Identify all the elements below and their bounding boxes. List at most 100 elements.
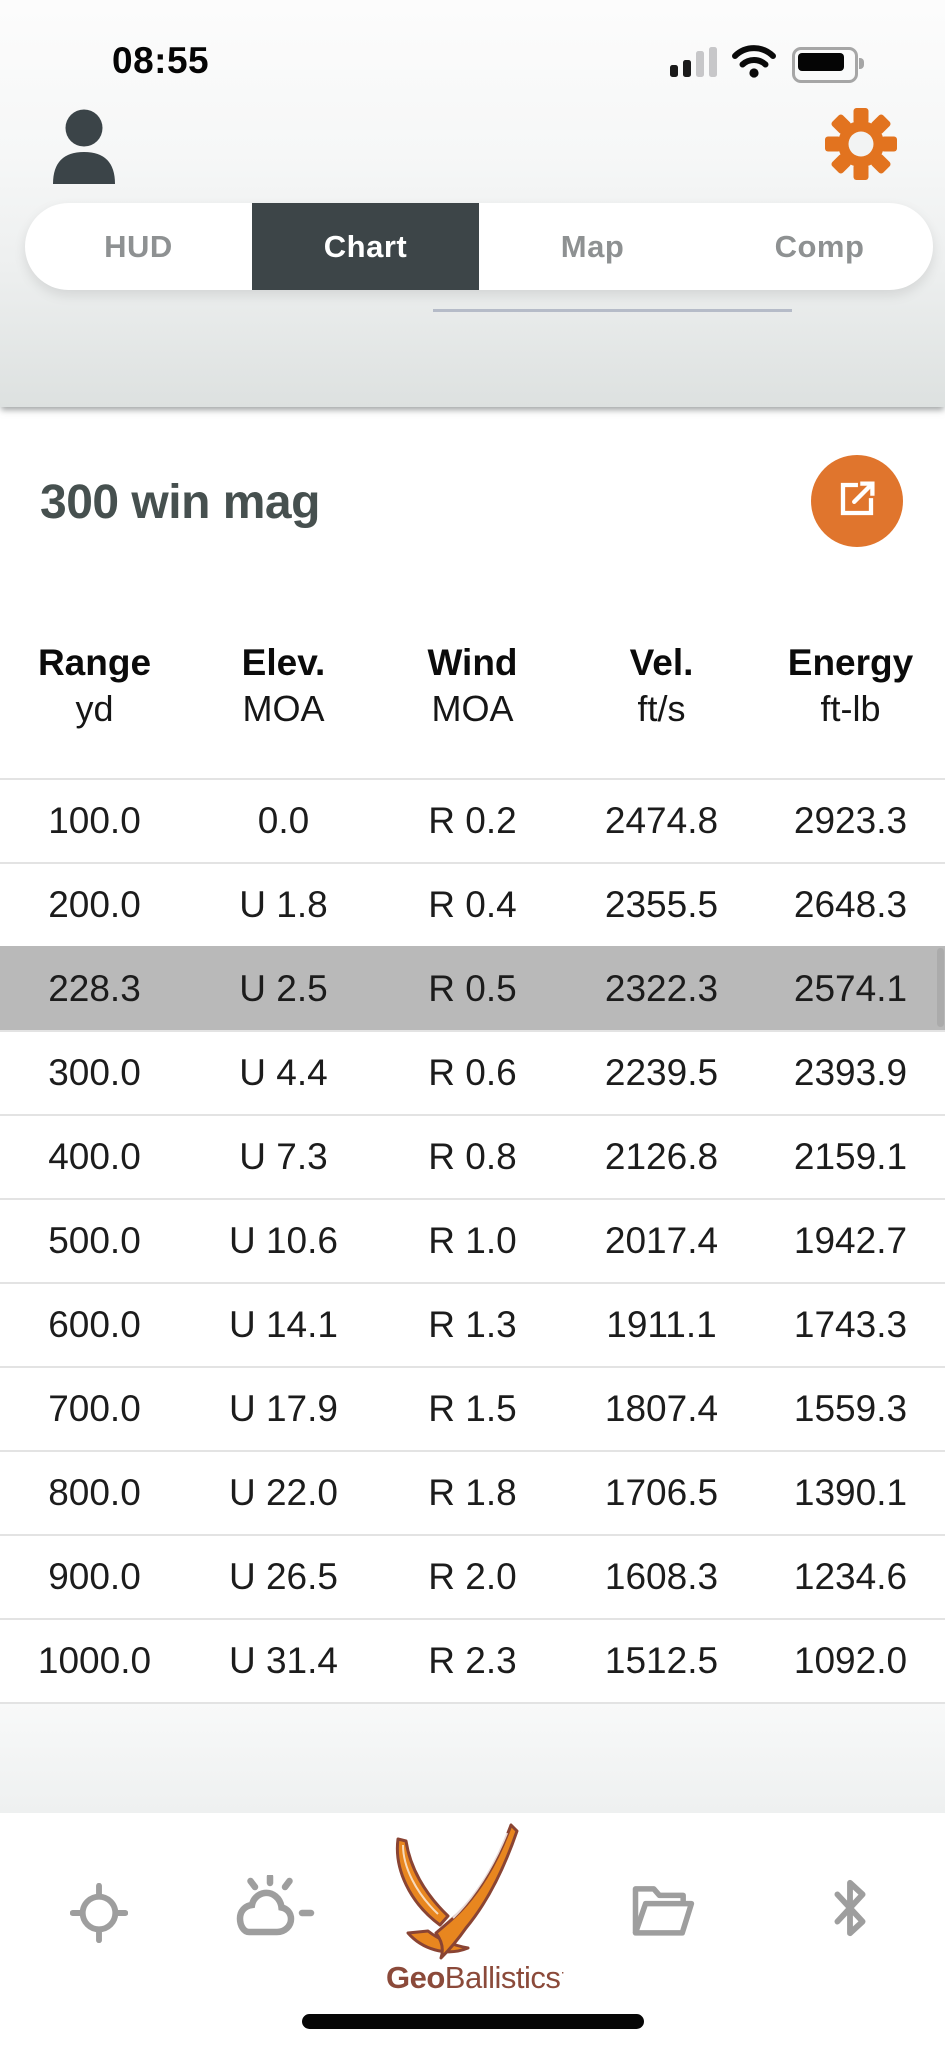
- table-row[interactable]: 300.0 U 4.4 R 0.6 2239.5 2393.9: [0, 1030, 945, 1114]
- sheet-drag-handle[interactable]: [433, 309, 792, 312]
- table-row[interactable]: 700.0 U 17.9 R 1.5 1807.4 1559.3: [0, 1366, 945, 1450]
- gps-button[interactable]: [69, 1882, 129, 1948]
- table-row[interactable]: 100.0 0.0 R 0.2 2474.8 2923.3: [0, 778, 945, 862]
- range-cell: 500.0: [48, 1220, 141, 1261]
- table-row[interactable]: 1000.0 U 31.4 R 2.3 1512.5 1092.0: [0, 1618, 945, 1702]
- wind-cell: R 0.6: [428, 1052, 517, 1093]
- view-tab-bar: HUD Chart Map Comp: [25, 203, 933, 290]
- elev-cell: U 1.8: [239, 884, 328, 925]
- energy-cell: 1390.1: [793, 1472, 908, 1513]
- vel-cell: 2017.4: [604, 1220, 719, 1261]
- table-footer-spacer: [0, 1704, 945, 1813]
- energy-cell: 1092.0: [793, 1640, 908, 1681]
- range-cell: 228.3: [48, 968, 141, 1009]
- range-cell: 600.0: [48, 1304, 141, 1345]
- vel-cell: 1807.4: [604, 1388, 719, 1429]
- column-header-energy: Energy ft-lb: [787, 642, 914, 729]
- wind-cell: R 1.8: [428, 1472, 517, 1513]
- header-panel: 08:55: [0, 0, 945, 407]
- energy-cell: 2159.1: [793, 1136, 908, 1177]
- vel-cell: 1706.5: [604, 1472, 719, 1513]
- gear-icon: [824, 108, 898, 188]
- range-cell: 400.0: [48, 1136, 141, 1177]
- elev-cell: U 14.1: [228, 1304, 338, 1345]
- range-cell: 1000.0: [37, 1640, 152, 1681]
- range-cell: 700.0: [48, 1388, 141, 1429]
- elev-cell: U 10.6: [228, 1220, 338, 1261]
- elev-cell: U 31.4: [228, 1640, 338, 1681]
- wind-cell: R 0.2: [428, 800, 517, 841]
- vel-cell: 1608.3: [604, 1556, 719, 1597]
- table-row[interactable]: 228.3 U 2.5 R 0.5 2322.3 2574.1: [0, 946, 945, 1030]
- wind-cell: R 0.5: [428, 968, 517, 1009]
- geoballistics-logo: [386, 1819, 536, 1965]
- elev-cell: 0.0: [257, 800, 310, 841]
- table-row[interactable]: 600.0 U 14.1 R 1.3 1911.1 1743.3: [0, 1282, 945, 1366]
- table-row[interactable]: 900.0 U 26.5 R 2.0 1608.3 1234.6: [0, 1534, 945, 1618]
- ballistics-table-body: 100.0 0.0 R 0.2 2474.8 2923.3 200.0 U 1.…: [0, 778, 945, 1704]
- tab-chart[interactable]: Chart: [252, 203, 479, 290]
- weather-icon: [232, 1873, 320, 1945]
- elev-cell: U 22.0: [228, 1472, 338, 1513]
- range-cell: 100.0: [48, 800, 141, 841]
- elev-cell: U 4.4: [239, 1052, 328, 1093]
- range-cell: 800.0: [48, 1472, 141, 1513]
- settings-button[interactable]: [824, 104, 898, 184]
- tab-comp[interactable]: Comp: [774, 228, 865, 264]
- elev-cell: U 17.9: [228, 1388, 338, 1429]
- wind-cell: R 0.4: [428, 884, 517, 925]
- tab-hud[interactable]: HUD: [104, 228, 173, 264]
- vel-cell: 2355.5: [604, 884, 719, 925]
- bluetooth-button[interactable]: [830, 1877, 870, 1944]
- elev-cell: U 26.5: [228, 1556, 338, 1597]
- home-logo-button[interactable]: GeoBallistics·: [386, 1819, 565, 1996]
- scrollbar-thumb[interactable]: [937, 948, 944, 1027]
- table-row[interactable]: 500.0 U 10.6 R 1.0 2017.4 1942.7: [0, 1198, 945, 1282]
- cellular-signal-icon: [670, 46, 720, 77]
- vel-cell: 2474.8: [604, 800, 719, 841]
- wind-cell: R 0.8: [428, 1136, 517, 1177]
- elev-cell: U 2.5: [239, 968, 328, 1009]
- table-row[interactable]: 200.0 U 1.8 R 0.4 2355.5 2648.3: [0, 862, 945, 946]
- export-icon: [829, 471, 885, 532]
- table-row[interactable]: 800.0 U 22.0 R 1.8 1706.5 1390.1: [0, 1450, 945, 1534]
- wind-cell: R 1.5: [428, 1388, 517, 1429]
- vel-cell: 2126.8: [604, 1136, 719, 1177]
- profile-button[interactable]: [50, 108, 118, 184]
- files-button[interactable]: [630, 1881, 696, 1944]
- bottom-toolbar: GeoBallistics·: [0, 1813, 945, 2048]
- vel-cell: 2322.3: [604, 968, 719, 1009]
- folder-icon: [630, 1886, 696, 1943]
- table-row[interactable]: 400.0 U 7.3 R 0.8 2126.8 2159.1: [0, 1114, 945, 1198]
- energy-cell: 1559.3: [793, 1388, 908, 1429]
- bluetooth-icon: [830, 1879, 870, 1943]
- page-title: 300 win mag: [40, 476, 320, 529]
- wifi-icon: [731, 45, 777, 83]
- wind-cell: R 1.0: [428, 1220, 517, 1261]
- geoballistics-wordmark: GeoBallistics·: [386, 1960, 565, 1995]
- status-time: 08:55: [112, 40, 210, 81]
- energy-cell: 2923.3: [793, 800, 908, 841]
- range-cell: 900.0: [48, 1556, 141, 1597]
- vel-cell: 1911.1: [606, 1304, 717, 1345]
- tab-map[interactable]: Map: [560, 228, 625, 264]
- person-icon: [50, 109, 118, 188]
- wind-cell: R 2.3: [428, 1640, 517, 1681]
- energy-cell: 2574.1: [793, 968, 908, 1009]
- vel-cell: 2239.5: [604, 1052, 719, 1093]
- export-button[interactable]: [811, 455, 903, 547]
- battery-icon: [792, 47, 864, 83]
- weather-button[interactable]: [232, 1873, 320, 1946]
- column-header-range: Range yd: [37, 642, 152, 729]
- energy-cell: 1743.3: [793, 1304, 908, 1345]
- wind-cell: R 2.0: [428, 1556, 517, 1597]
- column-header-elev: Elev. MOA: [241, 642, 326, 729]
- energy-cell: 1942.7: [793, 1220, 908, 1261]
- elev-cell: U 7.3: [239, 1136, 328, 1177]
- range-cell: 200.0: [48, 884, 141, 925]
- home-indicator[interactable]: [301, 2014, 644, 2029]
- gps-target-icon: [69, 1882, 129, 1947]
- energy-cell: 1234.6: [793, 1556, 908, 1597]
- column-header-vel: Vel. ft/s: [629, 642, 694, 729]
